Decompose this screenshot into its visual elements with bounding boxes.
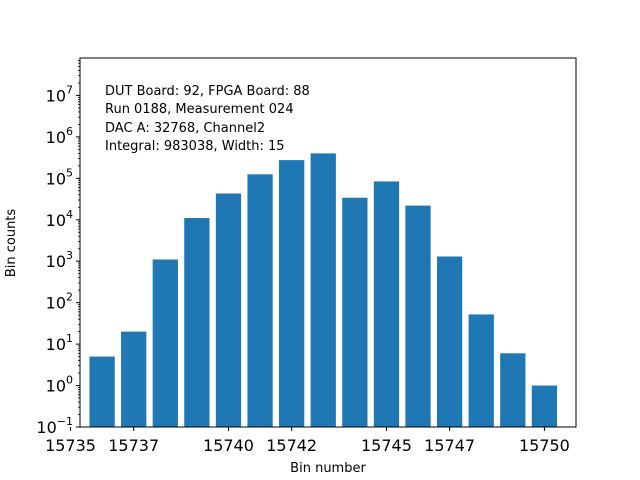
annotation-line: DAC A: 32768, Channel2 <box>105 121 265 136</box>
bar <box>436 256 463 427</box>
bar <box>152 259 178 427</box>
y-tick-label: 100 <box>46 374 73 396</box>
x-tick-label: 15735 <box>45 436 96 455</box>
bar <box>247 174 273 427</box>
x-axis: 15735 15737 15740 15742 15745 15747 15750 <box>45 427 570 455</box>
y-tick-label: 107 <box>46 83 73 105</box>
bar <box>500 353 526 427</box>
y-tick-label: 106 <box>46 125 73 147</box>
y-axis-label: Bin counts <box>4 209 19 278</box>
x-tick-label: 15737 <box>108 436 159 455</box>
y-tick-label: 103 <box>46 249 73 271</box>
bar <box>184 218 210 427</box>
x-tick-label: 15747 <box>424 436 475 455</box>
bar <box>121 331 147 427</box>
y-tick-label: 104 <box>46 208 73 230</box>
annotation-box: DUT Board: 92, FPGA Board: 88 Run 0188, … <box>105 84 310 154</box>
bar <box>531 385 558 427</box>
bar <box>405 205 431 427</box>
bar <box>310 153 336 427</box>
y-tick-label: 10−1 <box>36 415 73 437</box>
y-tick-label: 105 <box>46 166 73 188</box>
bar <box>89 356 115 427</box>
plot-area-frame <box>79 57 577 428</box>
x-axis-label: Bin number <box>290 461 366 476</box>
bar <box>215 193 242 427</box>
bar <box>342 197 368 427</box>
bars-layer <box>89 153 558 428</box>
annotation-line: Integral: 983038, Width: 15 <box>105 139 285 154</box>
x-tick-label: 15742 <box>266 436 317 455</box>
bar <box>279 160 305 428</box>
annotation-line: DUT Board: 92, FPGA Board: 88 <box>105 84 310 99</box>
x-tick-label: 15745 <box>361 436 412 455</box>
bar <box>468 314 494 427</box>
y-tick-label: 101 <box>46 332 73 354</box>
annotation-line: Run 0188, Measurement 024 <box>105 102 294 117</box>
y-tick-label: 102 <box>46 291 73 313</box>
y-axis: 10−1 100 101 102 103 104 105 106 107 <box>36 60 80 437</box>
bar <box>373 181 400 427</box>
x-tick-label: 15740 <box>203 436 254 455</box>
x-tick-label: 15750 <box>519 436 570 455</box>
